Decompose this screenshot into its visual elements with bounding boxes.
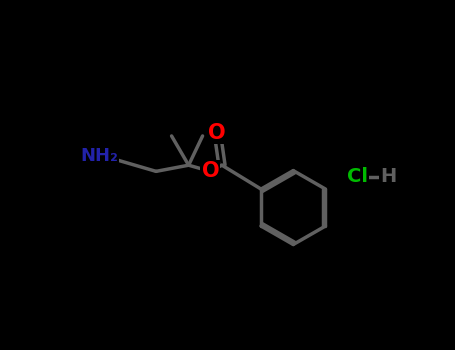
Text: O: O xyxy=(208,123,226,143)
Text: NH₂: NH₂ xyxy=(81,147,118,165)
Text: O: O xyxy=(202,161,219,181)
Text: H: H xyxy=(380,167,397,186)
Text: Cl: Cl xyxy=(347,167,368,186)
